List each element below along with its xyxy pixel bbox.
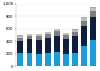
Bar: [45, 32, 51, 34]
Bar: [54, 52, 60, 66]
Bar: [26, 36, 32, 39]
Bar: [36, 40, 42, 54]
Bar: [36, 36, 42, 40]
Bar: [17, 37, 23, 41]
Bar: [36, 34, 42, 36]
Bar: [72, 30, 78, 32]
Bar: [72, 36, 78, 53]
Bar: [72, 32, 78, 36]
Bar: [90, 7, 96, 8]
Bar: [17, 36, 23, 37]
Bar: [81, 26, 87, 46]
Bar: [90, 11, 96, 17]
Bar: [45, 38, 51, 53]
Bar: [17, 35, 23, 36]
Bar: [90, 40, 96, 66]
Bar: [54, 36, 60, 52]
Bar: [36, 54, 42, 66]
Bar: [63, 35, 69, 39]
Bar: [81, 21, 87, 26]
Bar: [26, 34, 32, 36]
Bar: [45, 53, 51, 66]
Bar: [63, 39, 69, 54]
Bar: [81, 18, 87, 21]
Bar: [17, 53, 23, 66]
Bar: [63, 33, 69, 35]
Bar: [17, 41, 23, 53]
Bar: [45, 34, 51, 38]
Bar: [90, 17, 96, 40]
Bar: [90, 8, 96, 11]
Bar: [54, 29, 60, 31]
Bar: [63, 54, 69, 66]
Bar: [81, 46, 87, 66]
Bar: [54, 31, 60, 36]
Bar: [72, 29, 78, 30]
Bar: [81, 17, 87, 18]
Bar: [26, 39, 32, 53]
Bar: [26, 53, 32, 66]
Bar: [72, 53, 78, 66]
